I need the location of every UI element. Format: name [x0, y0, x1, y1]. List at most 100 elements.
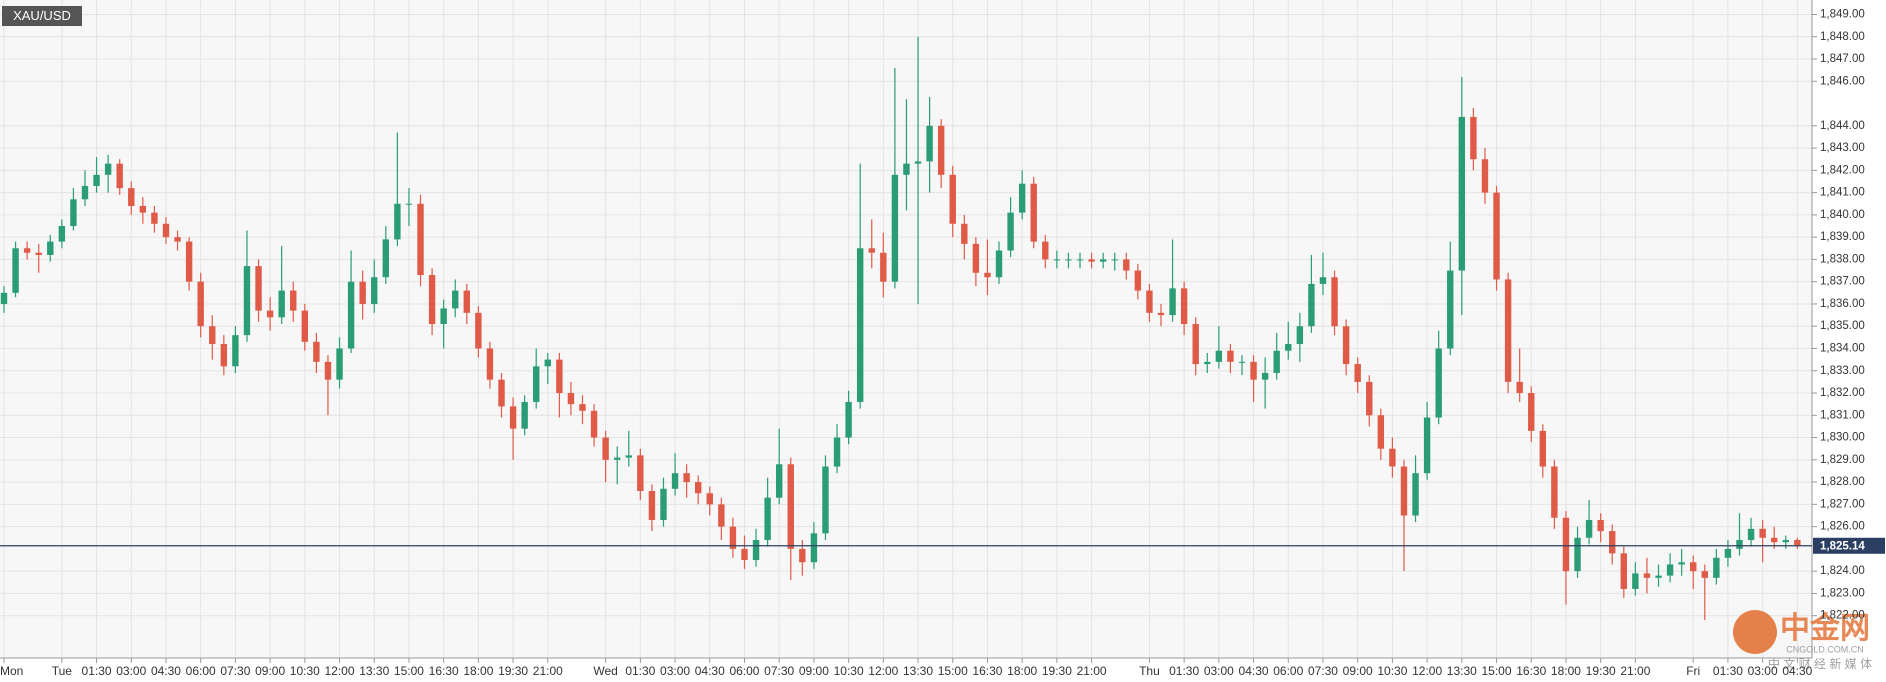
candle-body [0, 292, 8, 304]
x-tick-label: 07:30 [764, 664, 794, 678]
candle-body [614, 457, 621, 460]
candle-body [417, 203, 424, 276]
candle-body [822, 466, 829, 534]
symbol: XAU/USD [13, 8, 71, 23]
x-tick-label: 13:30 [903, 664, 933, 678]
candle-body [1400, 466, 1408, 516]
candle-body [1099, 259, 1107, 262]
candle-body [128, 188, 135, 206]
y-tick-label: 1,849.00 [1820, 9, 1865, 21]
candle-body [1470, 116, 1477, 160]
x-tick-label: 12:00 [325, 664, 355, 678]
y-tick-label: 1,822.00 [1820, 610, 1865, 622]
candle-body [35, 252, 42, 255]
candle-body [752, 539, 760, 561]
candle-body [1146, 290, 1153, 313]
x-tick-label: 13:30 [1447, 664, 1477, 678]
y-tick-label: 1,835.00 [1820, 320, 1865, 332]
candle-body [671, 473, 679, 489]
candle-body [1354, 364, 1361, 382]
x-tick-label: 19:30 [1042, 664, 1072, 678]
last-price-label: 1,825.14 [1820, 540, 1865, 552]
watermark-site: CNGOLD.COM.CN [1786, 644, 1864, 654]
candle-body [729, 526, 737, 549]
x-tick-label: Fri [1686, 664, 1700, 678]
candle-body [741, 548, 748, 561]
candle-body [116, 163, 123, 189]
candle-body [903, 163, 910, 175]
candle-body [1030, 183, 1037, 242]
y-tick-label: 1,833.00 [1820, 365, 1865, 377]
plot-area [0, 0, 1812, 658]
candle-body [371, 277, 378, 304]
x-tick-label: 09:00 [1343, 664, 1373, 678]
x-tick-label: Mon [0, 664, 23, 678]
candle-body [787, 464, 794, 549]
candle-body [625, 455, 632, 458]
x-tick-label: Thu [1139, 664, 1160, 678]
candle-body [1111, 259, 1118, 261]
candle-body [1366, 381, 1373, 416]
candle-body [1539, 430, 1547, 467]
candle-body [926, 125, 933, 162]
candle-body [1342, 326, 1350, 365]
candle-body [382, 239, 390, 278]
candle-body [590, 410, 598, 438]
candle-body [1180, 288, 1188, 324]
candle-body [1747, 528, 1755, 540]
candle-body [278, 290, 285, 318]
candle-body [70, 199, 77, 227]
x-tick-label: 01:30 [1169, 664, 1199, 678]
candle-body [255, 266, 262, 311]
candle-body [347, 281, 355, 349]
x-tick-label: 01:30 [625, 664, 655, 678]
candle-body [1447, 270, 1454, 349]
x-tick-label: 01:30 [82, 664, 112, 678]
candle-body [1609, 531, 1616, 554]
candle-body [1701, 571, 1708, 578]
candle-body [1666, 564, 1674, 576]
candle-body [1759, 528, 1766, 538]
watermark-logo: 中金网 [1780, 611, 1870, 645]
candle-body [856, 248, 864, 402]
candle-body [1736, 539, 1743, 549]
candle-body [521, 401, 528, 429]
x-tick-label: 12:00 [868, 664, 898, 678]
candle-body [209, 326, 216, 345]
y-tick-label: 1,826.00 [1820, 521, 1865, 533]
y-tick-label: 1,848.00 [1820, 31, 1865, 43]
candle-body [718, 504, 725, 527]
candle-body [243, 266, 251, 336]
last-price-box [1813, 537, 1885, 554]
y-tick-label: 1,847.00 [1820, 53, 1865, 65]
y-tick-label: 1,836.00 [1820, 298, 1865, 310]
x-tick-label: Tue [52, 664, 73, 678]
candle-body [498, 379, 505, 407]
candle-body [995, 250, 1003, 278]
candle-body [1308, 283, 1315, 327]
x-tick-label: 04:30 [1239, 664, 1269, 678]
candle-body [313, 341, 320, 362]
y-tick-label: 1,829.00 [1820, 454, 1865, 466]
candle-body [984, 272, 991, 278]
candle-body [1157, 312, 1165, 316]
x-tick-label: 21:00 [1620, 664, 1650, 678]
candle-body [1134, 270, 1142, 291]
x-tick-label: 04:30 [1782, 664, 1812, 678]
candle-body [81, 185, 89, 200]
candle-body [602, 437, 609, 460]
candle-body [104, 163, 112, 175]
candle-body [845, 401, 852, 438]
candle-body [266, 310, 274, 318]
y-tick-label: 1,824.00 [1820, 565, 1865, 577]
candle-body [544, 359, 551, 367]
candle-body [1192, 323, 1199, 365]
candle-body [1412, 473, 1419, 516]
candle-body [1585, 519, 1593, 538]
y-tick-label: 1,843.00 [1820, 142, 1865, 154]
candle-body [1597, 519, 1604, 532]
candle-body [1169, 288, 1176, 316]
x-tick-label: 18:00 [1551, 664, 1581, 678]
